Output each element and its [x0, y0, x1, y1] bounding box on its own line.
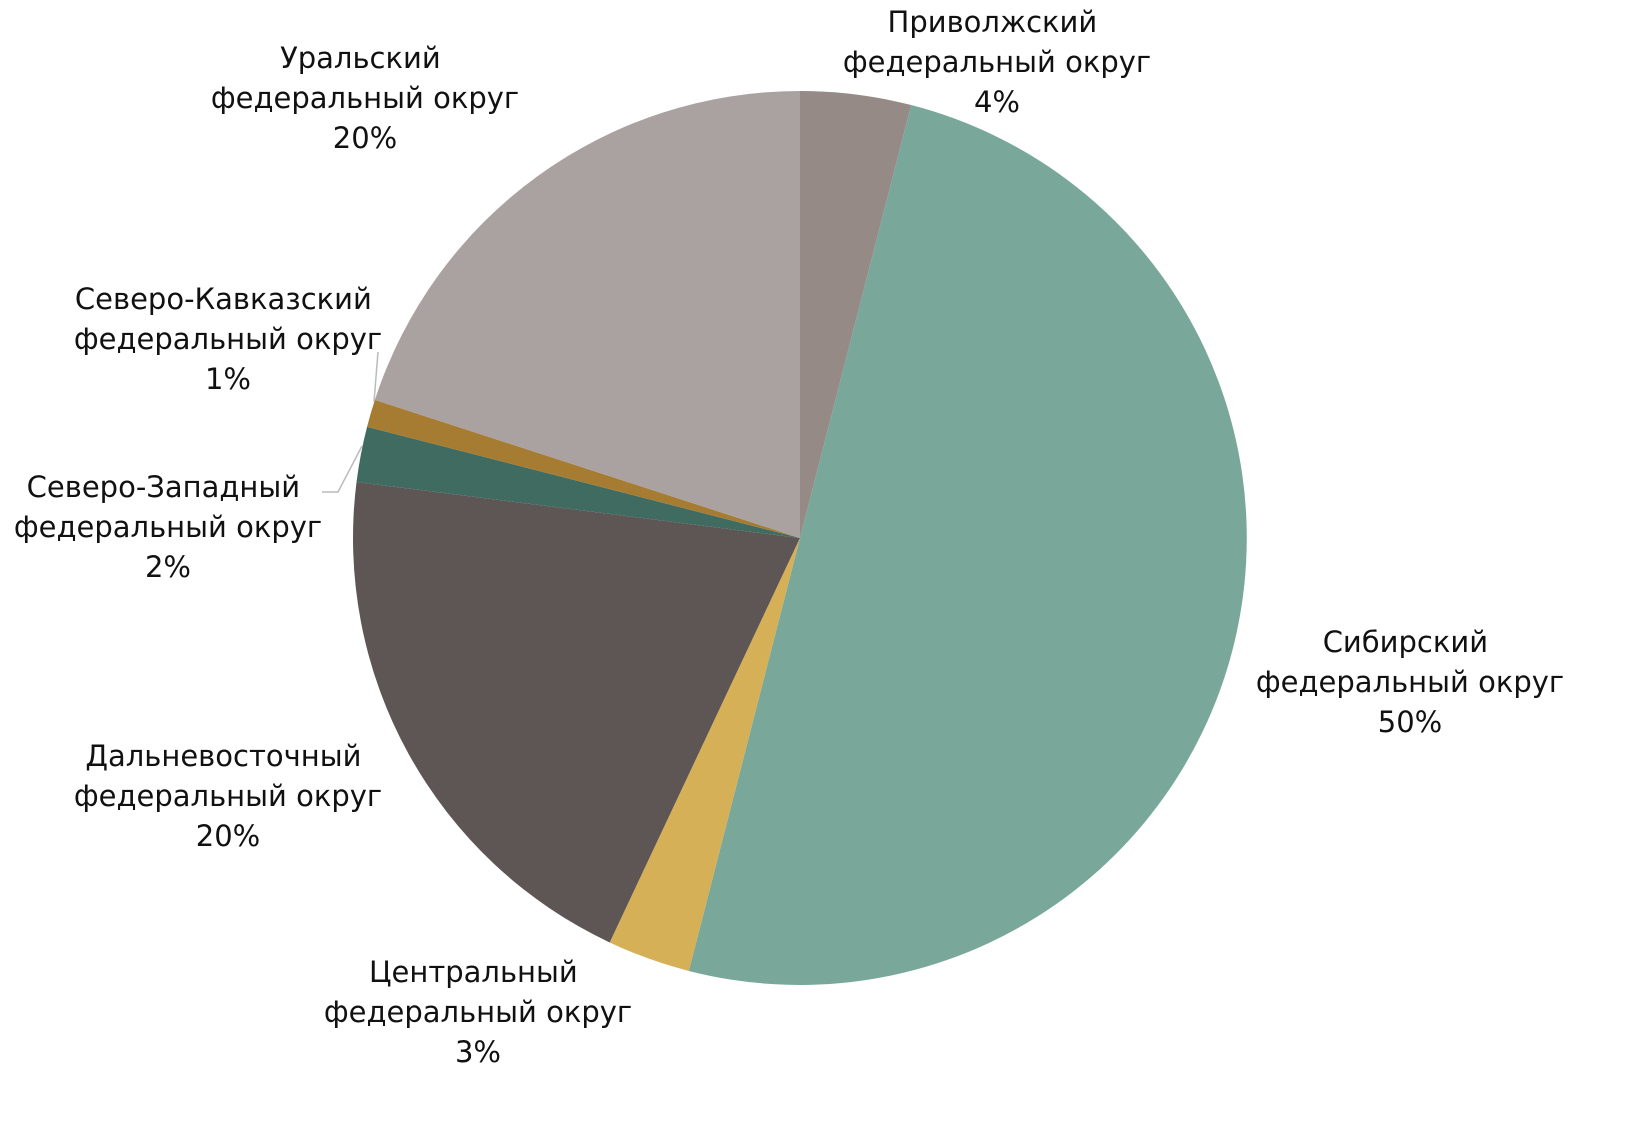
value-label: 20%: [196, 819, 260, 853]
pie-slice: [800, 91, 912, 538]
pie-slice: [374, 91, 800, 538]
slice-label: Северо-Кавказский федеральный округ: [74, 282, 382, 356]
value-label: 2%: [145, 550, 191, 584]
value-label: 20%: [333, 121, 397, 155]
slice-label: Уральский федеральный округ: [211, 41, 519, 115]
value-label: 1%: [205, 362, 251, 396]
slice-label: Приволжский федеральный округ: [843, 5, 1151, 79]
value-label: 3%: [455, 1035, 501, 1069]
pie-slice: [367, 399, 800, 538]
slice-label: Центральный федеральный округ: [324, 955, 632, 1029]
slice-label: Дальневосточный федеральный округ: [74, 739, 382, 813]
pie-slice: [609, 538, 800, 971]
pie-slice: [353, 481, 800, 943]
leader-line: [322, 445, 363, 493]
slice-label: Сибирский федеральный округ: [1256, 625, 1564, 699]
leader-line: [373, 351, 379, 403]
value-label: 50%: [1378, 705, 1442, 739]
slice-label: Северо-Западный федеральный округ: [14, 470, 322, 544]
pie-slice: [688, 105, 1247, 985]
value-label: 4%: [974, 85, 1020, 119]
pie-slice: [356, 426, 800, 538]
